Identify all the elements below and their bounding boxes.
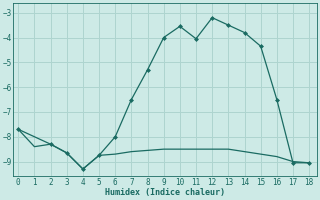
X-axis label: Humidex (Indice chaleur): Humidex (Indice chaleur)	[105, 188, 225, 197]
